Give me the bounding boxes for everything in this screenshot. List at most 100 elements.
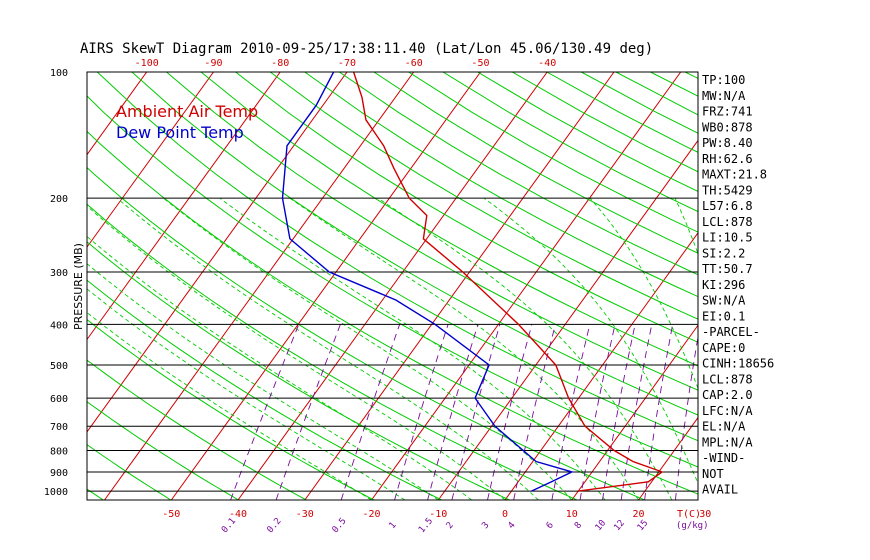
dry-adiabat-line bbox=[87, 359, 307, 500]
pressure-tick-label: 500 bbox=[50, 361, 68, 372]
mixing-ratio-tick-label: 0.5 bbox=[331, 516, 349, 535]
ambient-air-temp-line bbox=[352, 72, 664, 492]
mixing-ratio-tick-label: 0.2 bbox=[266, 516, 284, 535]
mixing-ratio-tick-label: 6 bbox=[545, 520, 556, 531]
mixing-ratio-line bbox=[513, 324, 556, 500]
dry-adiabat-line bbox=[96, 72, 698, 442]
stat-item: LFC:N/A bbox=[702, 404, 753, 418]
isotherm-line bbox=[504, 231, 698, 500]
pressure-tick-label: 900 bbox=[50, 468, 68, 479]
bottom-temp-tick-label: -30 bbox=[296, 509, 314, 520]
stat-item: TH:5429 bbox=[702, 183, 753, 197]
isotherm-line bbox=[571, 324, 698, 500]
dry-adiabat-line bbox=[131, 72, 698, 416]
moist-adiabat-lines bbox=[87, 197, 698, 500]
dry-adiabat-line bbox=[87, 130, 698, 495]
mixing-ratio-tick-label: 15 bbox=[636, 518, 651, 533]
bottom-temp-tick-label: -10 bbox=[429, 509, 447, 520]
temp-unit-label: T(C) bbox=[677, 509, 701, 520]
mixing-ratio-tick-label: 4 bbox=[507, 520, 518, 531]
mixing-ratio-line bbox=[394, 324, 449, 500]
moist-adiabat-line bbox=[87, 288, 406, 500]
isotherm-line bbox=[0, 72, 80, 500]
moist-adiabat-line bbox=[116, 197, 539, 500]
isotherm-line bbox=[0, 72, 13, 500]
stat-item: SW:N/A bbox=[702, 294, 746, 308]
top-temp-tick-label: -60 bbox=[405, 58, 423, 69]
mixing-ratio-tick-label: 3 bbox=[480, 520, 491, 531]
stat-item: WB0:878 bbox=[702, 120, 753, 134]
dry-adiabat-line bbox=[789, 72, 870, 500]
moist-adiabat-line bbox=[87, 205, 506, 500]
mixing-unit-label: (g/kg) bbox=[676, 521, 709, 531]
mixing-ratio-line bbox=[275, 324, 341, 500]
stat-item: MW:N/A bbox=[702, 89, 746, 103]
chart-grid bbox=[0, 72, 870, 500]
dry-adiabat-line bbox=[87, 488, 104, 500]
pressure-tick-label: 300 bbox=[50, 268, 68, 279]
top-temp-tick-label: -50 bbox=[471, 58, 489, 69]
bottom-temp-tick-label: 0 bbox=[502, 509, 508, 520]
top-temp-ticks: -100 -90 -80 -70 -60 -50 -40 bbox=[135, 58, 557, 69]
dry-adiabat-line bbox=[166, 72, 698, 391]
top-temp-tick-label: -40 bbox=[538, 58, 556, 69]
pressure-tick-label: 200 bbox=[50, 194, 68, 205]
mixing-ratio-line bbox=[579, 324, 616, 500]
dry-adiabat-line bbox=[823, 72, 870, 500]
bottom-temp-ticks: -50 -40 -30 -20 -10 0 10 20 30 bbox=[162, 509, 711, 520]
stat-item: AVAIL bbox=[702, 483, 738, 497]
top-temp-tick-label: -100 bbox=[135, 58, 159, 69]
stat-item: LCL:878 bbox=[702, 372, 753, 386]
stat-item: FRZ:741 bbox=[702, 105, 753, 119]
moist-adiabat-line bbox=[483, 197, 698, 485]
dry-adiabat-line bbox=[269, 72, 698, 320]
isotherm-line bbox=[87, 72, 214, 248]
mixing-ratio-tick-label: 1 bbox=[387, 520, 398, 531]
mixing-ratio-line bbox=[451, 324, 501, 500]
legend-dewpoint: Dew Point Temp bbox=[116, 123, 244, 142]
pressure-tick-label: 800 bbox=[50, 447, 68, 458]
bottom-temp-tick-label: 30 bbox=[699, 509, 711, 520]
stat-item: LI:10.5 bbox=[702, 231, 753, 245]
moist-adiabat-line bbox=[163, 197, 573, 500]
dry-adiabat-line bbox=[87, 203, 578, 500]
isotherm-line bbox=[304, 72, 615, 500]
top-temp-tick-label: -70 bbox=[338, 58, 356, 69]
mixing-ratio-line bbox=[620, 324, 653, 500]
mixing-ratio-lines bbox=[230, 324, 698, 500]
moist-adiabat-line bbox=[219, 197, 606, 500]
mixing-ratio-ticks: 0.1 0.2 0.5 1 1.5 2 3 4 6 8 10 12 15 bbox=[220, 516, 650, 535]
y-axis-label: PRESSURE (MB) bbox=[72, 243, 85, 330]
isotherm-line bbox=[638, 416, 698, 500]
stat-item: -WIND- bbox=[702, 451, 745, 465]
stat-item: MAXT:21.8 bbox=[702, 168, 767, 182]
dry-adiabat-line bbox=[87, 318, 375, 500]
stat-item: KI:296 bbox=[702, 278, 745, 292]
dry-adiabat-line bbox=[754, 72, 870, 500]
isotherm-line bbox=[87, 72, 348, 433]
dew-point-temp-line bbox=[281, 72, 574, 492]
dry-adiabat-line bbox=[511, 72, 698, 173]
stat-item: NOT bbox=[702, 467, 724, 481]
bottom-temp-tick-label: -20 bbox=[362, 509, 380, 520]
moist-adiabat-line bbox=[87, 235, 472, 500]
stat-item: PW:8.40 bbox=[702, 136, 753, 150]
dry-adiabat-line bbox=[0, 72, 36, 500]
stat-item: RH:62.6 bbox=[702, 152, 753, 166]
mixing-ratio-tick-label: 2 bbox=[445, 520, 456, 531]
mixing-ratio-tick-label: 10 bbox=[594, 518, 609, 533]
plot-border bbox=[86, 71, 699, 501]
mixing-ratio-line bbox=[487, 324, 533, 500]
dry-adiabat-line bbox=[87, 401, 239, 500]
mixing-ratio-tick-label: 12 bbox=[612, 518, 627, 533]
bottom-temp-tick-label: 20 bbox=[632, 509, 644, 520]
dry-adiabat-line bbox=[87, 444, 172, 500]
isotherm-line bbox=[104, 72, 415, 500]
isotherm-line bbox=[371, 72, 682, 500]
top-temp-tick-label: -80 bbox=[271, 58, 289, 69]
moist-adiabat-line bbox=[87, 312, 372, 500]
stat-item: L57:6.8 bbox=[702, 199, 753, 213]
dry-adiabat-line bbox=[87, 279, 442, 500]
